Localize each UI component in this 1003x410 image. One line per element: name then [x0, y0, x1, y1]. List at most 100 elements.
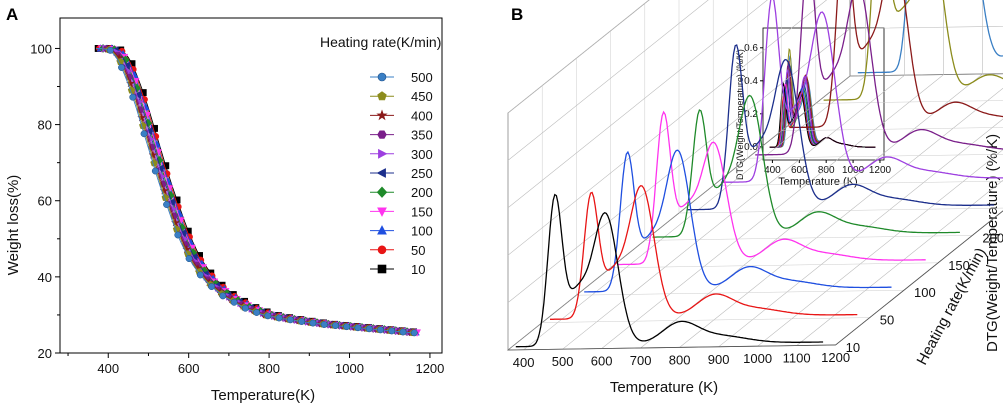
- panel-b-label: B: [511, 5, 523, 24]
- data-marker: [399, 328, 407, 336]
- grid-line: [507, 0, 768, 209]
- x-tick-label: 400: [513, 355, 535, 370]
- legend-item-50: 50: [370, 243, 425, 258]
- data-marker: [185, 255, 193, 263]
- series-200: [96, 43, 418, 337]
- data-marker: [343, 323, 351, 331]
- series-500: [96, 46, 418, 337]
- legend-label: 500: [411, 70, 433, 85]
- grid-line: [678, 0, 1003, 214]
- dtg-curve-300: [721, 0, 1003, 183]
- grid-line: [640, 0, 983, 349]
- legend-item-450: 450: [370, 89, 433, 104]
- panel-a-xlabel: Temperature(K): [211, 387, 315, 404]
- legend-marker: [377, 130, 387, 139]
- legend-label: 300: [411, 147, 433, 162]
- x-tick-label: 600: [591, 354, 613, 369]
- x-tick-label: 1100: [783, 351, 811, 366]
- legend-item-100: 100: [370, 224, 433, 239]
- data-marker: [275, 314, 283, 322]
- y-tick-label: 20: [38, 346, 52, 361]
- grid-line: [712, 0, 1003, 186]
- dtg-curve-50: [550, 185, 858, 320]
- series-250: [96, 44, 418, 336]
- grid-line: [601, 0, 944, 349]
- grid-line: [644, 3, 973, 241]
- data-marker: [118, 64, 125, 71]
- panel-a-chart: A Weight loss(%) Temperature(K) Heating …: [5, 5, 444, 404]
- dtg-curve-200: [652, 94, 960, 238]
- data-marker: [410, 329, 418, 337]
- inset-chart: 400 600 800 1000 1200 0.0 0.2 0.4 0.6 Temperature…: [735, 24, 892, 188]
- rate-tick-label: 100: [914, 285, 936, 300]
- grid-line: [815, 0, 1003, 104]
- y-tick-label: 60: [38, 194, 52, 209]
- x-tick-label: 900: [708, 352, 730, 367]
- legend-marker: [377, 225, 387, 235]
- x-tick-label: 800: [258, 361, 280, 376]
- y-tick-label: 80: [38, 118, 52, 133]
- y-axis-line: [835, 210, 1003, 346]
- data-marker: [169, 205, 178, 214]
- legend-label: 250: [411, 166, 433, 181]
- x-tick-label: 800: [669, 352, 691, 367]
- legend-label: 350: [411, 128, 433, 143]
- x-tick-label: 1200: [821, 350, 850, 365]
- grid-line: [507, 0, 709, 161]
- legend-item-500: 500: [370, 70, 433, 85]
- series-100: [96, 44, 420, 336]
- legend-item-150: 150: [370, 204, 433, 219]
- data-marker: [377, 326, 384, 334]
- legend-marker: [376, 186, 388, 198]
- legend-label: 150: [411, 204, 433, 219]
- inset-ylabel: DTG(Weight/Temperature) (%/K): [735, 49, 745, 180]
- dtg-curve-400: [789, 0, 1003, 129]
- legend-item-10: 10: [370, 262, 425, 277]
- grid-line: [781, 0, 1003, 132]
- grid-line: [576, 58, 905, 296]
- data-marker: [174, 231, 182, 239]
- inset-y-tick-label: 0.4: [744, 76, 758, 87]
- y-tick-label: 100: [30, 41, 52, 56]
- inset-curve-10: [769, 81, 876, 148]
- legend-marker: [376, 168, 386, 178]
- inset-x-tick-label: 1200: [869, 165, 892, 176]
- dtg-curve-100: [584, 149, 892, 293]
- legend-marker: [377, 91, 387, 101]
- x-tick-label: 1200: [415, 361, 444, 376]
- legend-item-200: 200: [370, 185, 433, 200]
- rate-tick-label: 10: [846, 340, 860, 355]
- legend-label: 450: [411, 89, 433, 104]
- dtg-curve-10: [515, 193, 824, 348]
- series-300: [96, 44, 418, 337]
- legend-item-300: 300: [370, 147, 433, 162]
- data-marker: [208, 283, 216, 291]
- data-marker: [219, 292, 227, 300]
- legend-marker: [377, 207, 387, 217]
- data-marker: [365, 325, 373, 333]
- legend-marker: [376, 109, 388, 121]
- grid-line: [562, 0, 905, 350]
- panel-b-zlabel: DTG(Weight/Temperature) (%/K): [984, 134, 1001, 352]
- legend-label: 10: [411, 262, 425, 277]
- x-axis-line: [507, 344, 836, 351]
- series-10: [94, 45, 418, 336]
- legend-label: 50: [411, 243, 425, 258]
- data-marker: [147, 135, 155, 143]
- dtg-curve-450: [823, 0, 1003, 101]
- data-marker: [230, 298, 238, 306]
- data-marker: [331, 322, 339, 330]
- rate-tick-label: 200: [982, 230, 1003, 245]
- legend-label: 400: [411, 108, 433, 123]
- x-tick-label: 400: [97, 361, 119, 376]
- x-tick-label: 700: [630, 353, 652, 368]
- grid-line: [757, 149, 1003, 347]
- x-tick-label: 1000: [335, 361, 364, 376]
- legend-marker: [378, 148, 388, 159]
- inset-x-tick-label: 600: [791, 165, 808, 176]
- x-tick-label: 1000: [743, 351, 772, 366]
- data-marker: [309, 319, 317, 327]
- panel-b-xlabel: Temperature (K): [610, 379, 718, 396]
- data-marker: [320, 321, 328, 328]
